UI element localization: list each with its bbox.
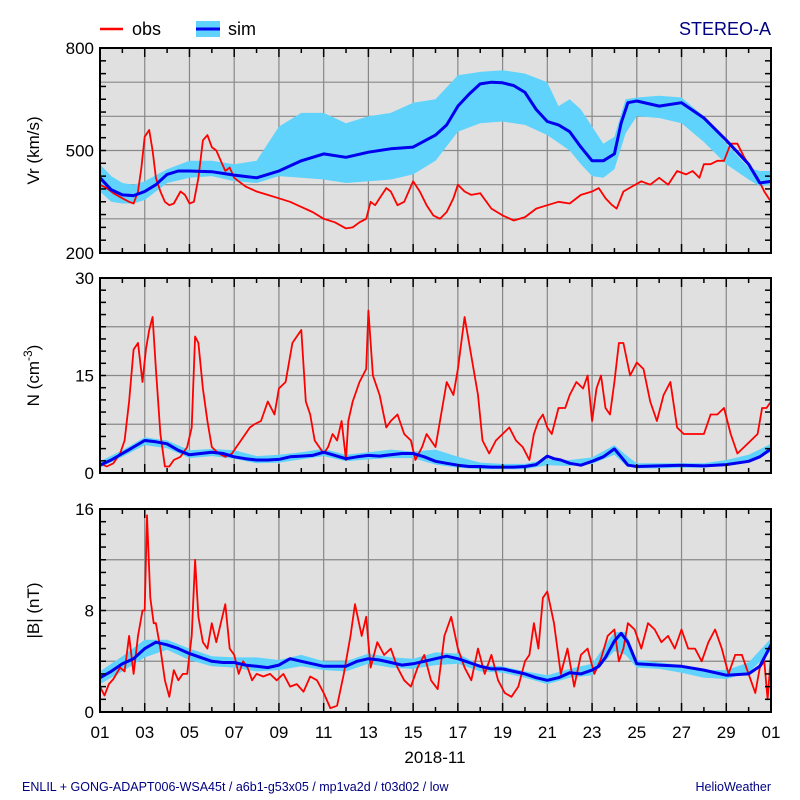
footer-config: ENLIL + GONG-ADAPT006-WSA45t / a6b1-g53x… (22, 780, 449, 794)
obs-line (100, 514, 771, 710)
x-tick-label: 09 (269, 723, 288, 742)
x-tick-label: 01 (91, 723, 110, 742)
y-tick-label: 500 (66, 142, 94, 161)
x-tick-label: 13 (359, 723, 378, 742)
y-axis-title: Vr (km/s) (24, 116, 43, 184)
y-axis-title-close: ) (24, 345, 43, 351)
y-tick-label: 200 (66, 244, 94, 263)
y-tick-label: 0 (85, 464, 94, 483)
sim-line (100, 80, 771, 198)
panel-1: 200 500 800 Vr (km/s) (24, 39, 772, 263)
x-tick-label: 21 (538, 723, 557, 742)
x-tick-label: 23 (583, 723, 602, 742)
x-tick-label: 07 (225, 723, 244, 742)
legend: obs sim (100, 19, 256, 39)
panel-2: 0 15 30 N (cm-3) (21, 269, 772, 483)
y-tick-label: 0 (85, 703, 94, 722)
y-tick-label: 16 (75, 500, 94, 519)
x-tick-label: 05 (180, 723, 199, 742)
x-tick-label: 29 (717, 723, 736, 742)
legend-obs-label: obs (132, 19, 161, 39)
y-axis-title-superscript: -3 (21, 350, 35, 361)
x-tick-label: 01 (762, 723, 781, 742)
obs-line (100, 309, 771, 468)
y-tick-label: 15 (75, 367, 94, 386)
y-tick-label: 8 (85, 602, 94, 621)
y-axis-title-main: N (cm (24, 361, 43, 406)
mission-title: STEREO-A (679, 19, 771, 39)
x-tick-label: 17 (448, 723, 467, 742)
obs-line (100, 129, 771, 230)
x-tick-label: 03 (135, 723, 154, 742)
sim-uncertainty-band (100, 70, 771, 204)
x-tick-label: 25 (627, 723, 646, 742)
sim-line (100, 439, 771, 469)
x-axis-title: 2018-11 (404, 748, 465, 767)
y-tick-label: 30 (75, 269, 94, 288)
legend-sim-label: sim (228, 19, 256, 39)
x-tick-label: 15 (404, 723, 423, 742)
sim-line (100, 631, 771, 682)
x-tick-label: 11 (315, 723, 333, 742)
x-tick-label: 27 (672, 723, 691, 742)
y-axis-title: N (cm-3) (21, 345, 43, 407)
y-axis-title: |B| (nT) (24, 582, 43, 638)
footer-brand: HelioWeather (695, 780, 771, 794)
x-tick-label: 19 (493, 723, 512, 742)
y-tick-label: 800 (66, 39, 94, 58)
panel-3: 0 8 16 |B| (nT) (24, 500, 772, 722)
